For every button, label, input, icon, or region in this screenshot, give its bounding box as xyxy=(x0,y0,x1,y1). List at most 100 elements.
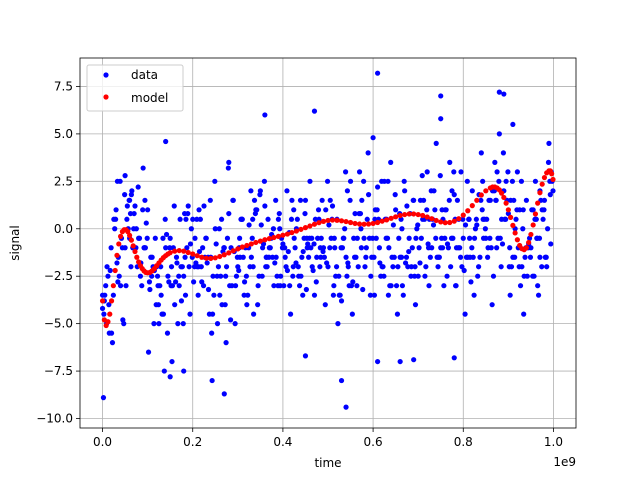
model-point xyxy=(510,222,516,228)
model-point xyxy=(370,220,376,227)
x-axis-offset-label: 1e9 xyxy=(553,455,576,469)
data-point xyxy=(248,188,254,194)
data-point xyxy=(331,283,337,289)
data-point xyxy=(433,235,439,241)
data-point xyxy=(209,330,215,336)
data-point xyxy=(114,178,121,184)
data-point xyxy=(530,273,536,279)
data-point xyxy=(327,245,333,251)
data-point xyxy=(313,279,319,285)
data-point xyxy=(282,254,288,260)
data-point xyxy=(425,241,431,247)
model-point xyxy=(429,216,435,222)
data-point xyxy=(516,264,522,270)
model-point xyxy=(275,233,281,239)
y-tick-label: 0.0 xyxy=(54,222,73,236)
data-point xyxy=(289,197,295,203)
data-point xyxy=(140,165,146,171)
model-point xyxy=(523,245,530,251)
data-point xyxy=(210,273,216,279)
data-point xyxy=(107,267,113,274)
legend-marker-model xyxy=(103,94,109,100)
data-point xyxy=(329,203,336,209)
data-point xyxy=(449,188,455,194)
data-point xyxy=(425,245,432,251)
model-point xyxy=(465,208,471,214)
data-point xyxy=(455,245,461,251)
data-point xyxy=(406,235,412,241)
data-point xyxy=(478,150,484,156)
data-point xyxy=(342,169,349,175)
data-point xyxy=(250,264,256,270)
data-point xyxy=(439,245,446,251)
x-tick-label: 0.4 xyxy=(273,435,292,449)
model-point xyxy=(134,254,140,260)
data-point xyxy=(375,70,381,76)
data-point xyxy=(546,140,552,146)
data-point xyxy=(212,226,218,232)
data-point xyxy=(332,245,338,251)
data-point xyxy=(417,260,423,266)
data-point xyxy=(509,178,516,184)
data-point xyxy=(437,173,443,179)
data-point xyxy=(487,235,493,241)
data-point xyxy=(137,273,144,279)
data-point xyxy=(371,292,378,298)
data-point xyxy=(520,226,526,232)
model-point xyxy=(221,252,227,258)
model-point xyxy=(289,229,295,236)
data-point xyxy=(163,138,169,145)
data-point xyxy=(187,311,193,317)
model-point xyxy=(266,236,272,242)
data-point xyxy=(290,264,296,270)
y-tick-label: 2.5 xyxy=(54,174,73,188)
legend: data model xyxy=(86,64,184,112)
data-point xyxy=(197,216,203,222)
data-point xyxy=(520,207,526,213)
data-point xyxy=(194,216,200,222)
data-point xyxy=(311,108,318,114)
data-point xyxy=(257,192,263,198)
x-tick-label: 0.2 xyxy=(183,435,202,449)
data-point xyxy=(338,245,344,251)
data-point xyxy=(141,245,148,251)
model-point xyxy=(110,283,116,289)
data-point xyxy=(291,235,297,241)
data-point xyxy=(241,292,247,298)
x-axis-ticks: 0.0 0.2 0.4 0.6 0.8 1.0 xyxy=(93,428,563,449)
data-point xyxy=(359,197,365,203)
data-point xyxy=(441,283,447,289)
data-point xyxy=(315,207,322,213)
data-point xyxy=(362,264,368,270)
data-point xyxy=(261,178,268,184)
data-point xyxy=(342,226,348,232)
data-point xyxy=(550,188,556,194)
model-point xyxy=(402,211,408,218)
data-point xyxy=(420,197,427,203)
data-point xyxy=(258,222,264,228)
data-point xyxy=(204,260,210,266)
data-point xyxy=(163,231,170,238)
data-point xyxy=(297,197,304,203)
model-point xyxy=(433,217,439,224)
data-point xyxy=(494,169,500,175)
data-point xyxy=(477,254,483,260)
data-point xyxy=(485,254,491,260)
data-point xyxy=(127,210,134,217)
data-point xyxy=(356,169,363,175)
data-point xyxy=(140,207,146,213)
data-point xyxy=(232,283,239,289)
model-point xyxy=(199,254,205,260)
data-point xyxy=(488,245,494,251)
data-point xyxy=(158,292,164,298)
data-point xyxy=(343,254,349,260)
data-series xyxy=(99,70,556,410)
model-point xyxy=(438,219,444,225)
data-point xyxy=(415,273,421,279)
model-point xyxy=(406,211,412,217)
data-point xyxy=(499,241,506,247)
data-point xyxy=(503,178,509,184)
data-point xyxy=(225,165,231,171)
x-axis-label: time xyxy=(314,456,341,470)
data-point xyxy=(180,321,186,327)
